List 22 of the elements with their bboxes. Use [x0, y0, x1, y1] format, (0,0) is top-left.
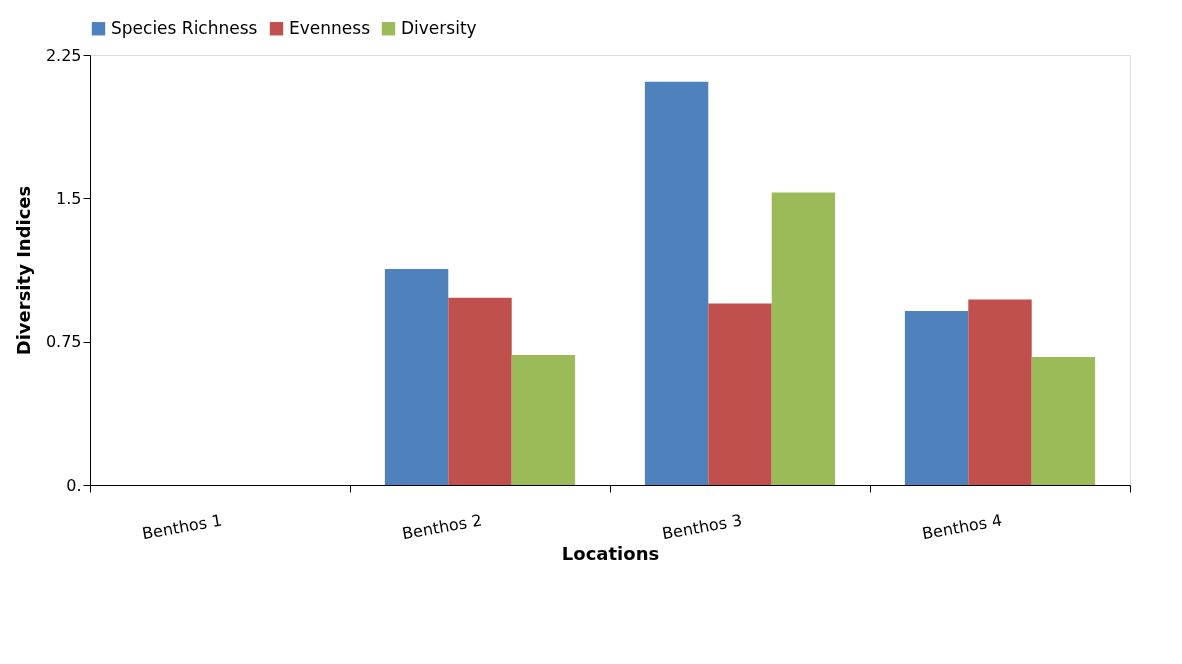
bar: [644, 81, 709, 485]
bar: [384, 269, 449, 485]
bar: [771, 192, 836, 485]
x-tick-label: Benthos 2: [400, 510, 484, 544]
bar: [708, 303, 772, 485]
bar: [1031, 356, 1096, 485]
x-tick-label: Benthos 1: [140, 510, 224, 544]
bar: [968, 299, 1032, 485]
x-tick-label: Benthos 3: [660, 510, 744, 544]
y-tick-label: 0.: [66, 475, 82, 495]
legend-label: Species Richness: [111, 17, 258, 38]
bar: [511, 355, 576, 485]
legend-label: Evenness: [289, 17, 371, 38]
y-tick-label: 0.75: [45, 332, 82, 352]
x-tick-label: Benthos 4: [920, 510, 1004, 544]
bar: [904, 311, 969, 485]
y-axis-title: Diversity Indices: [12, 185, 34, 356]
legend-label: Diversity: [401, 17, 477, 38]
y-tick-label: 2.25: [45, 45, 82, 65]
y-tick-label: 1.5: [56, 188, 82, 208]
x-axis-title: Locations: [561, 543, 660, 565]
bar: [448, 297, 512, 485]
